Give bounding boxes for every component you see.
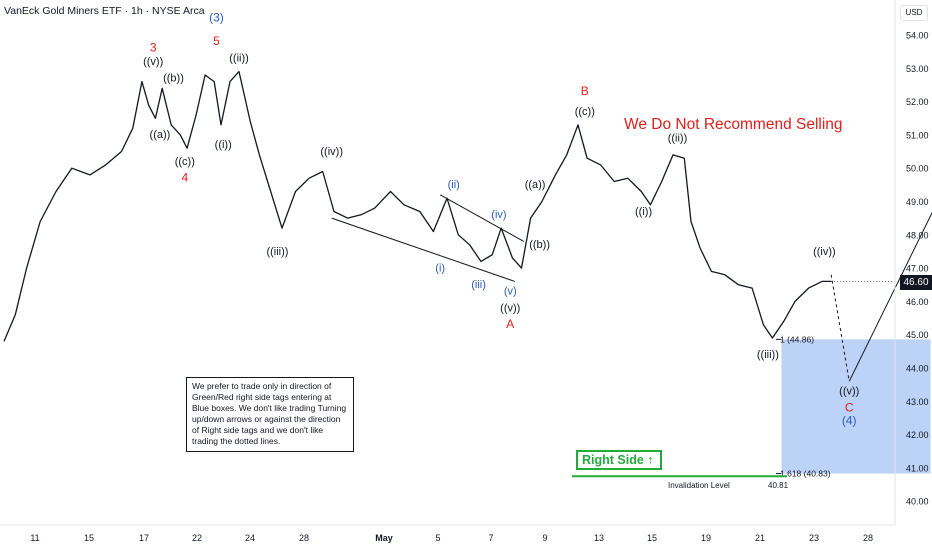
y-tick-label: 52.00 <box>906 97 929 107</box>
currency-button[interactable]: USD <box>900 5 928 21</box>
x-tick-label: May <box>375 533 393 543</box>
wave-label: ((v)) <box>143 56 163 68</box>
x-tick-label: 22 <box>192 533 202 543</box>
wave-label: ((a)) <box>525 179 546 191</box>
wave-label: (ii) <box>448 179 460 191</box>
wave-label: ((ii)) <box>229 53 249 65</box>
wave-label: C <box>845 400 854 414</box>
x-tick-label: 19 <box>701 533 711 543</box>
x-tick-label: 24 <box>245 533 255 543</box>
x-tick-label: 15 <box>647 533 657 543</box>
y-tick-label: 44.00 <box>906 364 929 374</box>
y-tick-label: 48.00 <box>906 230 929 240</box>
wave-label: ((a)) <box>150 129 171 141</box>
wave-label: ((c)) <box>575 106 595 118</box>
wave-label: B <box>581 84 589 98</box>
invalidation-value: 40.81 <box>768 481 789 490</box>
wave-label: ((iii)) <box>266 246 288 258</box>
y-tick-label: 47.00 <box>906 264 929 274</box>
x-tick-label: 13 <box>594 533 604 543</box>
y-tick-label: 51.00 <box>906 130 929 140</box>
last-price-tag: 46.60 <box>900 275 932 290</box>
fib-level-label: 1 (44.86) <box>780 334 814 344</box>
x-tick-label: 9 <box>542 533 547 543</box>
y-tick-label: 53.00 <box>906 64 929 74</box>
up-arrow-icon: ↑ <box>647 453 654 467</box>
x-tick-label: 28 <box>299 533 309 543</box>
blue-target-box <box>781 339 931 474</box>
wedge-trendline <box>439 194 525 242</box>
y-tick-label: 41.00 <box>906 463 929 473</box>
wave-label: (4) <box>842 414 857 428</box>
wave-label: (v) <box>504 286 517 298</box>
right-side-label: Right Side <box>582 453 644 467</box>
wave-label: ((iii)) <box>757 349 779 361</box>
wave-label: (i) <box>435 262 445 274</box>
wave-label: ((ii)) <box>668 133 688 145</box>
projection-dotted-line <box>830 274 850 382</box>
y-tick-label: 50.00 <box>906 164 929 174</box>
y-tick-label: 43.00 <box>906 397 929 407</box>
trading-note: We prefer to trade only in direction of … <box>186 377 354 452</box>
x-tick-label: 21 <box>755 533 765 543</box>
y-tick-label: 46.00 <box>906 297 929 307</box>
x-tick-label: 23 <box>809 533 819 543</box>
headline-text: We Do Not Recommend Selling <box>624 116 843 133</box>
x-tick-label: 15 <box>84 533 94 543</box>
x-tick-label: 11 <box>30 533 39 543</box>
wave-label: 4 <box>181 171 188 185</box>
wave-label: ((i)) <box>215 139 232 151</box>
wave-label: ((v)) <box>500 302 520 314</box>
wave-label: (3) <box>209 11 224 25</box>
wave-label: ((c)) <box>175 156 195 168</box>
wave-label: ((iv)) <box>320 146 343 158</box>
wave-label: 3 <box>150 41 157 55</box>
wave-label: ((b)) <box>529 239 550 251</box>
wave-label: ((b)) <box>163 73 184 85</box>
wave-label: 5 <box>213 34 220 48</box>
y-tick-label: 45.00 <box>906 330 929 340</box>
wave-label: ((v)) <box>839 386 859 398</box>
x-tick-label: 28 <box>863 533 873 543</box>
wedge-trendline <box>331 217 515 282</box>
right-side-tag: Right Side ↑ <box>576 450 662 470</box>
invalidation-label: Invalidation Level <box>668 481 730 490</box>
price-series-line <box>3 70 832 342</box>
fib-level-label: 1.618 (40.83) <box>780 469 831 479</box>
wave-label: ((i)) <box>635 206 652 218</box>
wave-label: (iv) <box>491 209 506 221</box>
chart-title: VanEck Gold Miners ETF · 1h · NYSE Arca <box>4 5 205 17</box>
wave-label: ((iv)) <box>813 246 836 258</box>
x-tick-label: 7 <box>488 533 493 543</box>
y-tick-label: 54.00 <box>906 31 929 41</box>
projection-solid-line <box>848 211 932 382</box>
y-tick-label: 40.00 <box>906 497 929 507</box>
y-tick-label: 49.00 <box>906 197 929 207</box>
wave-label: A <box>506 317 514 331</box>
x-tick-label: 5 <box>435 533 440 543</box>
wave-label: (iii) <box>471 279 486 291</box>
y-tick-label: 42.00 <box>906 430 929 440</box>
x-tick-label: 17 <box>139 533 149 543</box>
